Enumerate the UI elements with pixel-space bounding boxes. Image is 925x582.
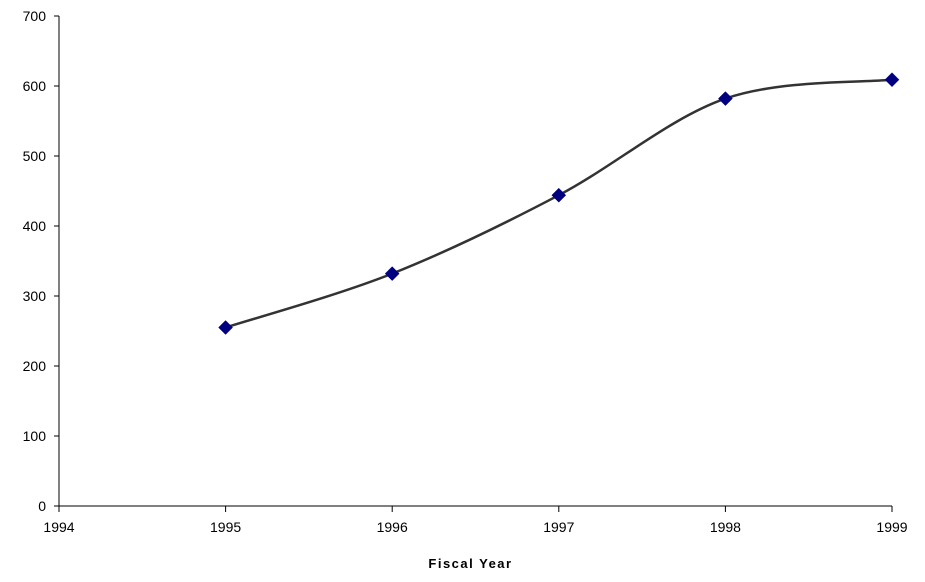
x-tick-label: 1998 [710, 519, 741, 535]
y-tick-label: 500 [23, 148, 47, 164]
x-tick-label: 1999 [876, 519, 907, 535]
y-tick-label: 0 [38, 498, 46, 514]
y-tick-label: 700 [23, 8, 47, 24]
x-tick-label: 1995 [210, 519, 241, 535]
y-tick-label: 600 [23, 78, 47, 94]
x-axis-ticks: 1994 1995 1996 1997 1998 1999 [43, 506, 908, 535]
x-tick-label: 1994 [43, 519, 74, 535]
x-axis-title: Fiscal Year [428, 556, 512, 571]
y-tick-label: 200 [23, 358, 47, 374]
x-tick-label: 1997 [543, 519, 574, 535]
y-axis-ticks: 0 100 200 300 400 500 600 700 [23, 8, 59, 514]
data-point-marker [384, 266, 400, 281]
series-layer [218, 72, 900, 335]
y-tick-label: 100 [23, 428, 47, 444]
x-tick-label: 1996 [377, 519, 408, 535]
y-tick-label: 400 [23, 218, 47, 234]
data-point-marker [218, 320, 233, 335]
data-point-marker [884, 72, 900, 88]
data-point-marker [718, 91, 733, 106]
series-line [225, 78, 893, 329]
data-point-marker [551, 187, 567, 203]
y-tick-label: 300 [23, 288, 47, 304]
